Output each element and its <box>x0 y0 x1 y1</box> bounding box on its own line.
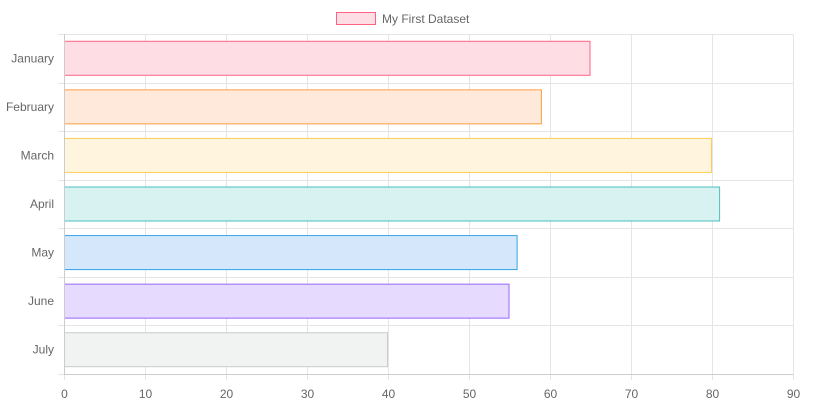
x-tick-label: 50 <box>463 387 477 401</box>
x-tick-label: 20 <box>220 387 234 401</box>
bars <box>64 40 721 368</box>
legend[interactable]: My First Dataset <box>336 12 471 26</box>
bar-april[interactable] <box>64 186 721 222</box>
y-tick-label: June <box>28 294 54 308</box>
y-tick-label: May <box>31 246 54 260</box>
x-tick-label: 90 <box>787 387 801 401</box>
legend-label[interactable]: My First Dataset <box>382 12 470 26</box>
bar-may[interactable] <box>64 235 518 271</box>
x-tick-label: 80 <box>706 387 720 401</box>
axes: 0 10 20 30 40 50 60 70 80 90 January February March A… <box>6 34 801 401</box>
bar-february[interactable] <box>64 89 542 125</box>
y-tick-label: March <box>21 148 54 162</box>
x-tick-label: 70 <box>625 387 639 401</box>
x-tick-label: 0 <box>61 387 68 401</box>
y-tick-label: January <box>11 51 54 65</box>
x-tick-label: 30 <box>301 387 315 401</box>
y-tick-label: April <box>30 197 54 211</box>
x-tick-label: 10 <box>139 387 153 401</box>
bar-june[interactable] <box>64 283 510 319</box>
y-tick-label: February <box>6 100 54 114</box>
bar-march[interactable] <box>64 137 712 173</box>
bar-july[interactable] <box>64 332 388 368</box>
y-tick-label: July <box>33 343 54 357</box>
legend-swatch[interactable] <box>336 12 376 25</box>
bar-january[interactable] <box>64 40 591 76</box>
x-tick-label: 60 <box>544 387 558 401</box>
x-tick-label: 40 <box>382 387 396 401</box>
